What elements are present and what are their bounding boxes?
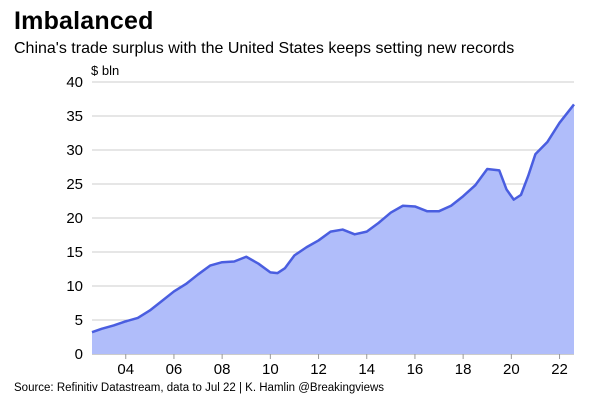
chart-title: Imbalanced	[14, 7, 154, 35]
series-area-fill	[92, 104, 574, 354]
axes: 0 5 10 15 20 25 30 35 40 04 06 08 10 12 14 16 18 20 22	[66, 74, 568, 378]
y-tick-label: 5	[75, 312, 83, 329]
x-tick-label: 06	[166, 361, 183, 378]
y-tick-label: 40	[66, 74, 83, 91]
x-tick-label: 16	[407, 361, 424, 378]
series-line	[91, 103, 575, 334]
y-tick-label: 30	[66, 142, 83, 159]
y-tick-label: 10	[66, 278, 83, 295]
x-tick-label: 14	[358, 361, 375, 378]
source-note: Source: Refinitiv Datastream, data to Ju…	[14, 382, 385, 394]
x-tick-label: 10	[262, 361, 279, 378]
x-tick-label: 22	[551, 361, 568, 378]
area-series	[91, 103, 575, 354]
chart-subtitle: China's trade surplus with the United St…	[14, 40, 515, 57]
x-tick-label: 04	[117, 361, 134, 378]
x-tick-label: 18	[455, 361, 472, 378]
y-tick-label: 35	[66, 108, 83, 125]
y-tick-label: 0	[75, 346, 83, 363]
x-tick-label: 20	[503, 361, 520, 378]
x-tick-label: 08	[214, 361, 231, 378]
y-tick-label: 15	[66, 244, 83, 261]
y-tick-label: 20	[66, 210, 83, 227]
x-tick-label: 12	[310, 361, 327, 378]
y-axis-unit-label: $ bln	[91, 63, 119, 78]
y-tick-label: 25	[66, 176, 83, 193]
